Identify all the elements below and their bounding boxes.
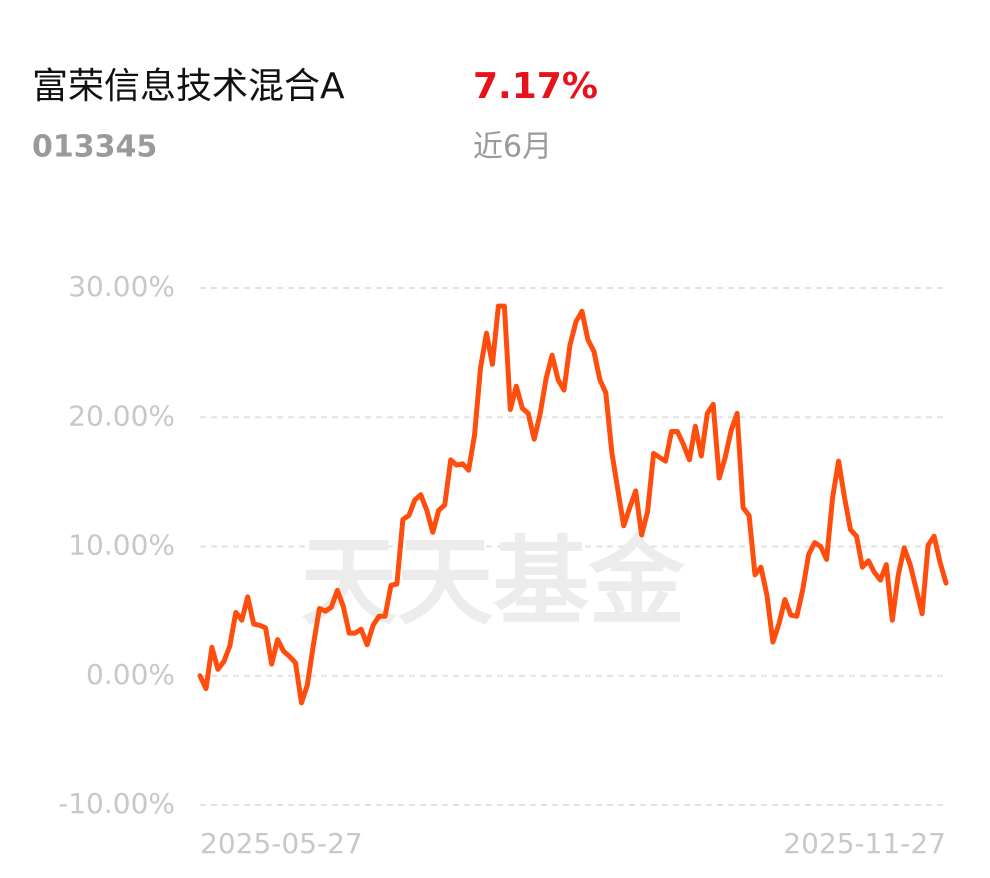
y-tick-label: 20.00% — [68, 399, 175, 432]
return-value: 7.17% — [473, 66, 598, 107]
data-line — [197, 303, 949, 706]
y-tick-label: 30.00% — [68, 270, 175, 303]
fund-title: 富荣信息技术混合A — [32, 66, 345, 107]
x-tick-label: 2025-05-27 — [200, 827, 363, 860]
fund-code: 013345 — [32, 130, 157, 165]
y-tick-label: -10.00% — [58, 787, 175, 820]
y-tick-label: 10.00% — [68, 529, 175, 562]
y-tick-label: 0.00% — [86, 658, 175, 691]
watermark: 天天基金 — [301, 525, 686, 638]
period: 近6月 — [473, 130, 552, 165]
x-tick-label: 2025-11-27 — [783, 827, 946, 860]
